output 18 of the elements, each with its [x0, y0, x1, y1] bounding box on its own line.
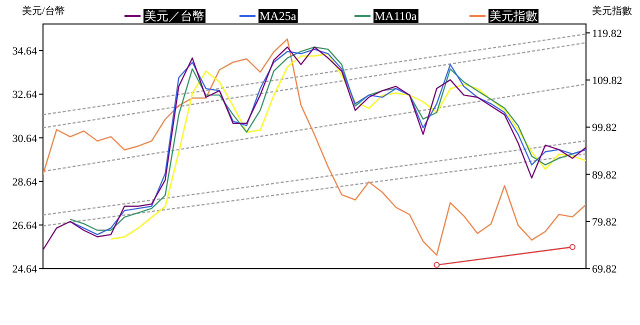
y2-tick-label: 79.82 — [592, 216, 617, 228]
y2-tick-label: 99.82 — [592, 122, 617, 134]
y2-tick-label: 69.82 — [592, 264, 617, 276]
legend-label: 美元指數 — [490, 9, 538, 23]
y2-tick-label: 119.82 — [592, 28, 622, 40]
y2label: 美元指數 — [592, 6, 632, 17]
legend-label: MA110a — [374, 9, 418, 23]
y-tick-label: 24.64 — [12, 264, 38, 276]
y-tick-label: 26.64 — [12, 220, 38, 232]
ylabel: 美元/台幣 — [22, 6, 65, 17]
y-tick-label: 30.64 — [12, 132, 38, 145]
y-tick-label: 32.64 — [12, 89, 38, 102]
y2-tick-label: 109.82 — [592, 75, 622, 88]
y-tick-label: 28.64 — [12, 176, 38, 188]
y2-tick-label: 89.82 — [592, 169, 617, 182]
y-tick-label: 34.64 — [12, 46, 38, 58]
legend-label: MA25a — [260, 9, 297, 23]
legend-label: 美元／台幣 — [144, 9, 204, 23]
